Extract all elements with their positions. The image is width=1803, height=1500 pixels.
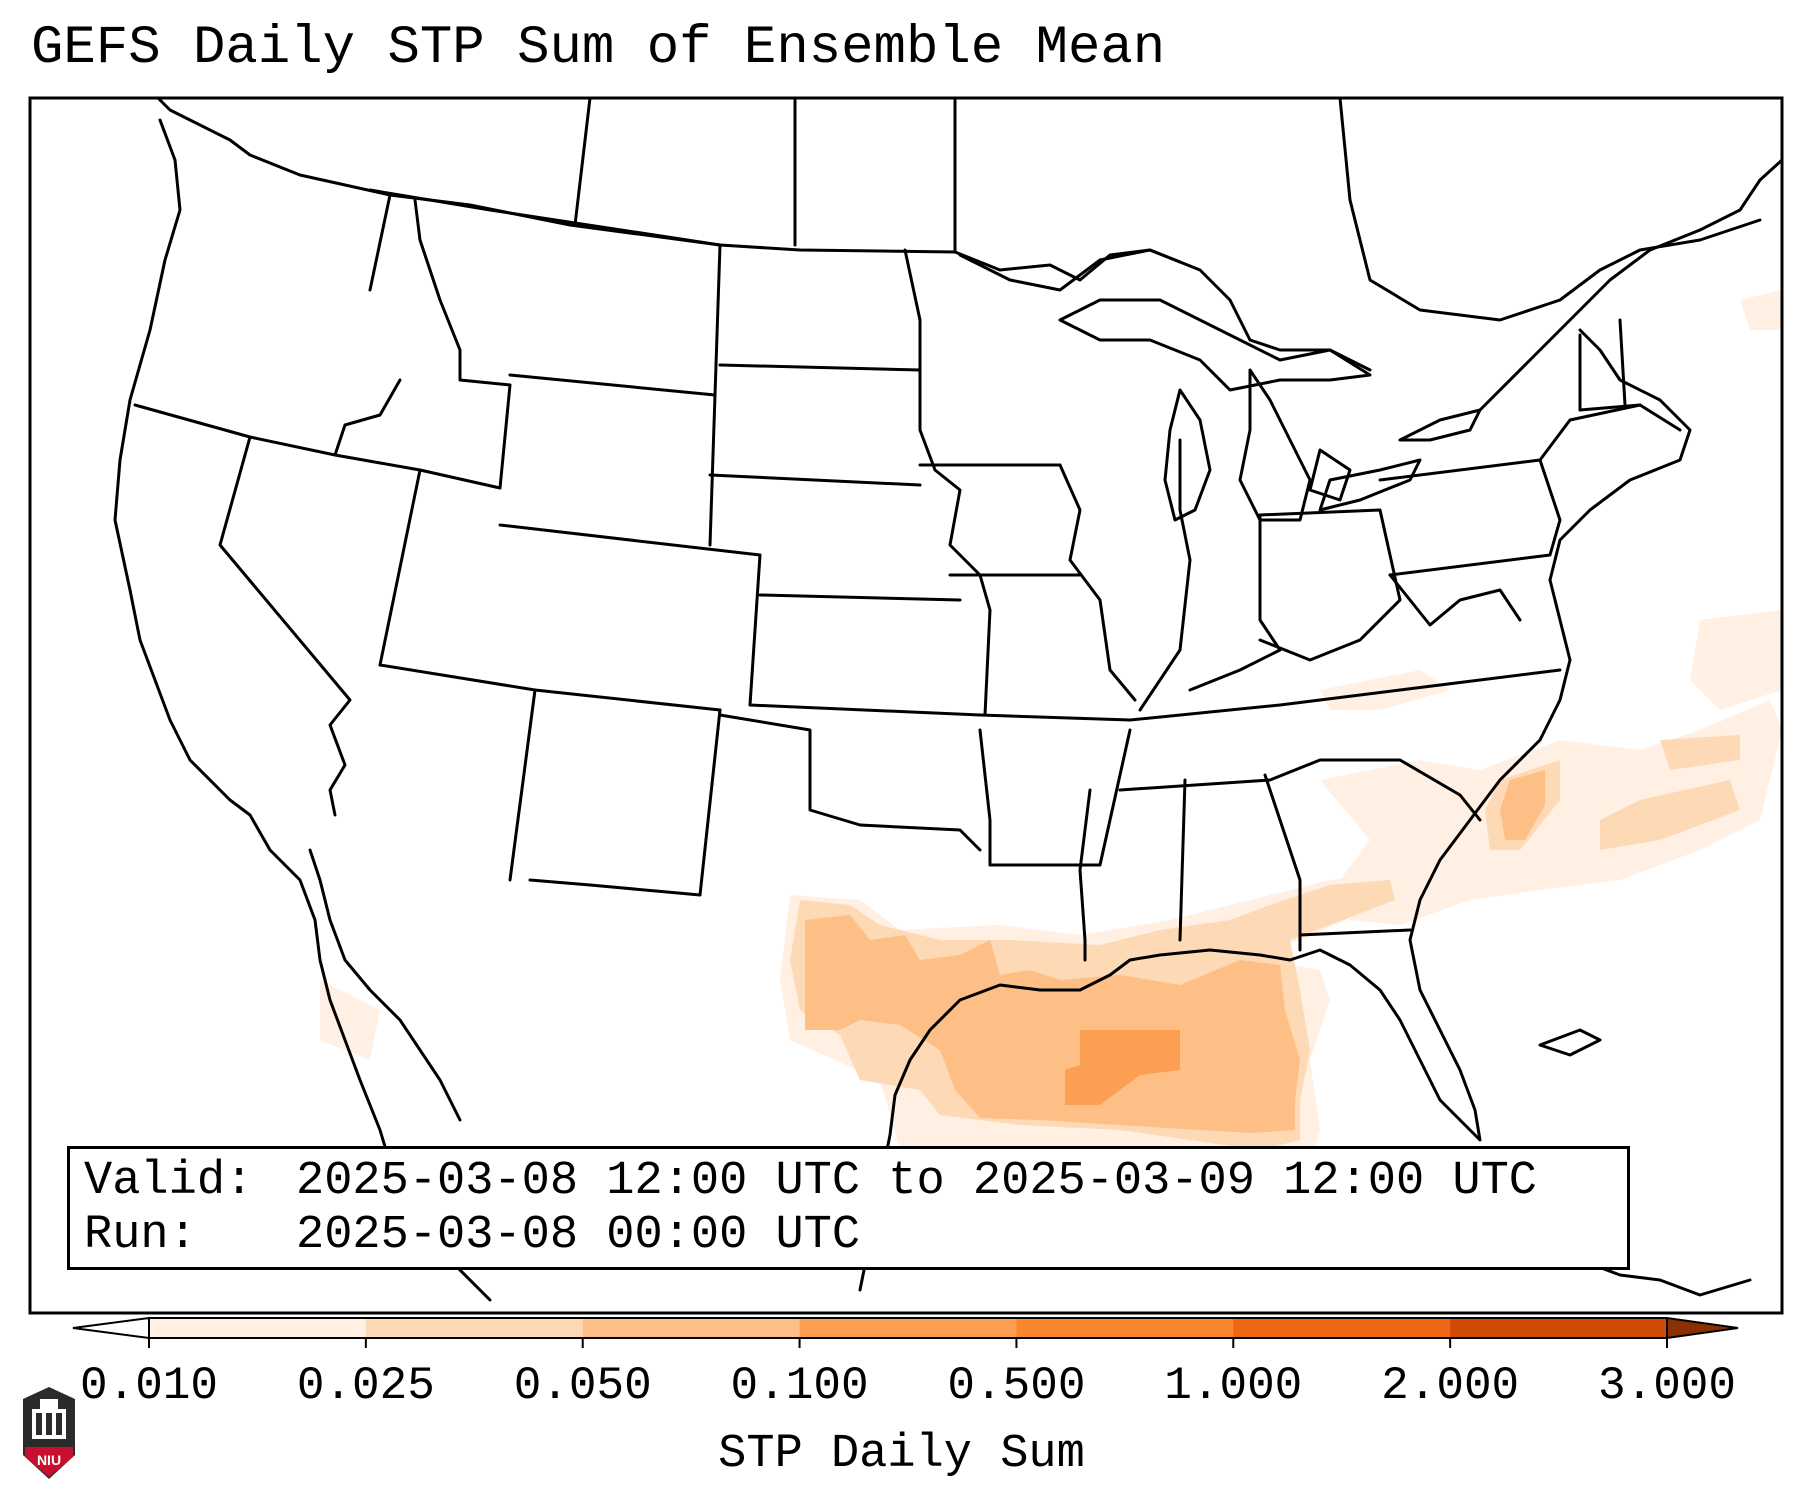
colorbar-tick-label: 3.000: [1597, 1360, 1737, 1412]
run-label: Run:: [84, 1209, 197, 1262]
colorbar-segment: [799, 1318, 1017, 1338]
logo-text: NIU: [37, 1452, 61, 1468]
niu-logo: NIU: [23, 1387, 75, 1479]
stp-shading: [320, 290, 1782, 1255]
stp-band-0050: [805, 770, 1545, 1133]
colorbar-over-extension: [1666, 1316, 1739, 1340]
valid-value: 2025-03-08 12:00 UTC to 2025-03-09 12:00…: [296, 1155, 1538, 1208]
colorbar-segment: [1233, 1318, 1451, 1338]
colorbar-tick-label: 0.025: [296, 1360, 435, 1412]
colorbar-segment: [582, 1318, 801, 1338]
colorbar-tick-labels: 0.010 0.025 0.050 0.100 0.500 1.000 2.000 3.000: [0, 1360, 1803, 1420]
colorbar-outline: [148, 1317, 1668, 1339]
colorbar-tick-label: 0.100: [730, 1360, 869, 1412]
run-value: 2025-03-08 00:00 UTC: [296, 1209, 861, 1262]
colorbar-tick-label: 0.500: [947, 1360, 1086, 1412]
map-title: GEFS Daily STP Sum of Ensemble Mean: [31, 18, 1166, 79]
colorbar-segment: [1016, 1318, 1234, 1338]
map-frame: [28, 96, 1784, 1315]
colorbar-tick-label: 2.000: [1381, 1360, 1520, 1412]
colorbar: [72, 1316, 1739, 1348]
colorbar-segment: [365, 1318, 584, 1338]
stp-band-0100: [1065, 1030, 1180, 1105]
run-line: Run: 2025-03-08 00:00 UTC: [84, 1209, 1627, 1263]
colorbar-tick-label: 0.050: [513, 1360, 652, 1412]
valid-label: Valid:: [84, 1155, 254, 1208]
valid-run-box: Valid: 2025-03-08 12:00 UTC to 2025-03-09…: [67, 1146, 1630, 1270]
colorbar-tick-label: 1.000: [1164, 1360, 1303, 1412]
map-boundaries: [113, 98, 1782, 1302]
colorbar-under-extension: [72, 1316, 150, 1340]
colorbar-label: STP Daily Sum: [718, 1428, 1085, 1481]
valid-line: Valid: 2025-03-08 12:00 UTC to 2025-03-09…: [84, 1155, 1627, 1209]
colorbar-segment: [1450, 1318, 1668, 1338]
colorbar-segment: [149, 1318, 367, 1338]
colorbar-tick-label: 0.010: [79, 1360, 219, 1412]
